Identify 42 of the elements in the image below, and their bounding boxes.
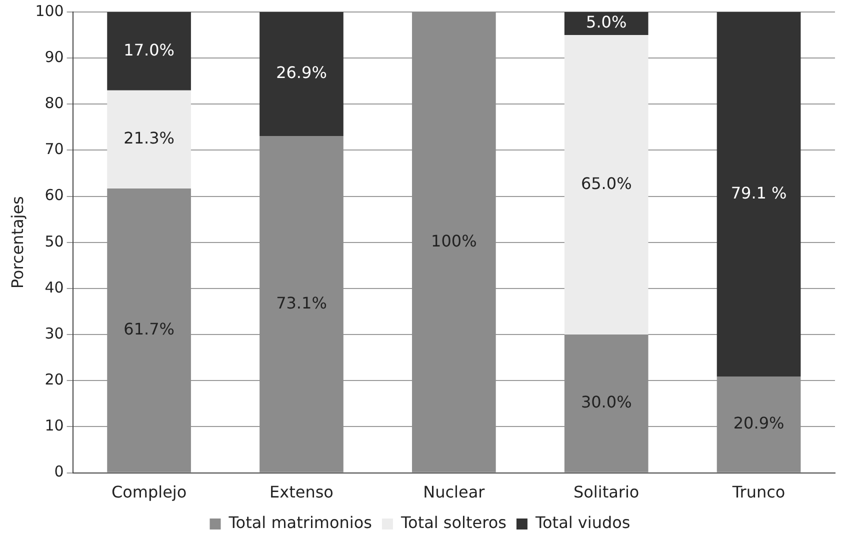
bar: [716, 12, 801, 376]
x-tick-label: Trunco: [731, 482, 786, 502]
data-label: 100%: [431, 231, 477, 250]
y-tick-label: 20: [44, 370, 64, 389]
data-label: 65.0%: [580, 174, 632, 193]
bar: [107, 12, 191, 90]
legend-label: Total matrimonios: [228, 513, 372, 532]
data-label: 73.1%: [276, 293, 327, 312]
bar: [564, 334, 648, 472]
bar: [260, 12, 344, 136]
y-tick-label: 100: [35, 2, 64, 20]
data-label: 21.3%: [124, 128, 174, 148]
y-tick-label: 60: [44, 186, 64, 204]
x-tick-label: Complejo: [111, 482, 187, 502]
y-tick-label: 30: [44, 324, 64, 342]
x-tick-label: Extenso: [269, 482, 334, 502]
bar: [564, 35, 648, 335]
y-tick-label: 0: [54, 462, 64, 481]
legend-label: Total solteros: [400, 513, 506, 532]
data-label: 5.0%: [586, 12, 627, 32]
y-axis-title: Porcentajes: [8, 196, 27, 289]
bar: [716, 376, 801, 472]
bar: [107, 90, 191, 188]
bar: [412, 12, 496, 472]
data-label: 30.0%: [580, 392, 632, 412]
y-tick-label: 80: [44, 94, 64, 112]
data-label: 26.9%: [276, 63, 327, 82]
bar: [107, 188, 191, 472]
data-label: 61.7%: [124, 320, 174, 339]
y-tick-label: 10: [44, 416, 64, 435]
y-tick-label: 50: [44, 232, 64, 250]
x-tick-label: Solitario: [573, 482, 640, 502]
bar: [564, 12, 648, 36]
data-label: 20.9%: [733, 414, 784, 433]
data-label: 17.0%: [124, 40, 174, 60]
y-tick-label: 90: [44, 48, 64, 66]
legend-label: Total viudos: [534, 513, 630, 532]
bar: [260, 136, 344, 472]
x-tick-label: Nuclear: [423, 482, 486, 502]
y-tick-label: 70: [44, 140, 64, 158]
y-tick-label: 40: [44, 278, 64, 296]
data-label: 79.1 %: [730, 183, 787, 202]
